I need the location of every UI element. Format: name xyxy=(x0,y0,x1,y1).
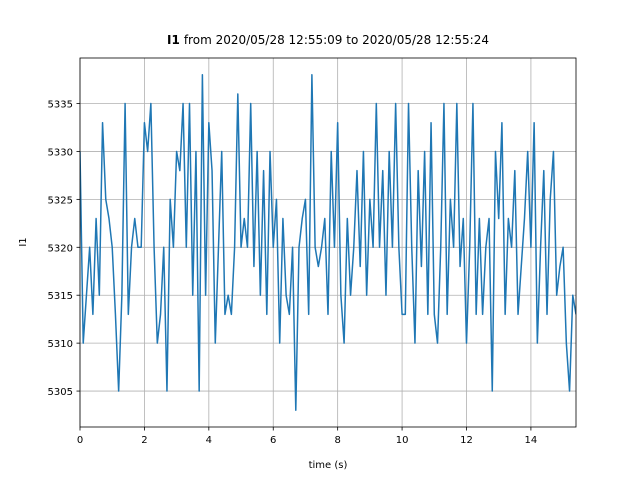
x-tick-label: 8 xyxy=(334,435,340,446)
x-tick-label: 14 xyxy=(525,435,538,446)
y-tick-label: 5305 xyxy=(48,387,73,398)
y-tick-label: 5330 xyxy=(48,147,73,158)
x-tick-label: 0 xyxy=(77,435,83,446)
y-tick-label: 5315 xyxy=(48,291,73,302)
title-bold: I1 xyxy=(167,33,180,47)
y-tick-label: 5335 xyxy=(48,100,73,111)
y-tick-label: 5325 xyxy=(48,195,73,206)
x-tick-label: 12 xyxy=(460,435,473,446)
title-rest: from 2020/05/28 12:55:09 to 2020/05/28 1… xyxy=(184,33,489,47)
chart-title: I1 from 2020/05/28 12:55:09 to 2020/05/28… xyxy=(167,33,489,47)
x-tick-label: 4 xyxy=(206,435,212,446)
y-tick-label: 5310 xyxy=(48,339,73,350)
x-axis-label: time (s) xyxy=(309,460,348,471)
plot-frame xyxy=(79,57,577,428)
y-tick-label: 5320 xyxy=(48,243,73,254)
x-tick-label: 6 xyxy=(270,435,276,446)
data-line xyxy=(80,74,576,411)
x-tick-label: 10 xyxy=(396,435,409,446)
x-tick-label: 2 xyxy=(141,435,147,446)
y-axis-label: I1 xyxy=(18,237,29,246)
